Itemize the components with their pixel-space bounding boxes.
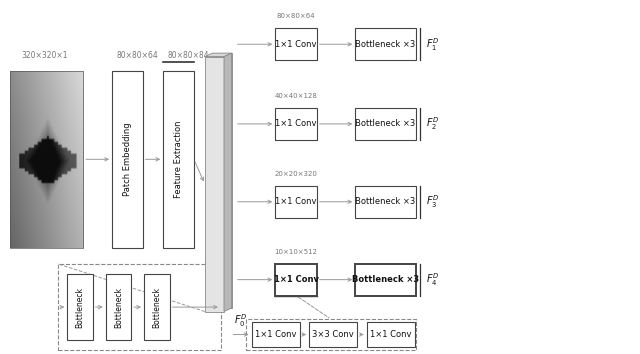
FancyBboxPatch shape [212, 53, 232, 308]
Text: 1×1 Conv: 1×1 Conv [255, 330, 296, 339]
FancyBboxPatch shape [163, 71, 194, 248]
Text: Bottleneck ×3: Bottleneck ×3 [355, 40, 416, 49]
FancyBboxPatch shape [355, 264, 416, 296]
FancyBboxPatch shape [275, 264, 317, 296]
FancyBboxPatch shape [67, 274, 93, 340]
Text: 80×80×64: 80×80×64 [276, 13, 316, 19]
Text: Bottleneck: Bottleneck [114, 287, 123, 327]
Text: 320×320×1: 320×320×1 [22, 51, 68, 60]
FancyBboxPatch shape [275, 28, 317, 60]
FancyBboxPatch shape [355, 186, 416, 218]
Text: Patch Embedding: Patch Embedding [123, 122, 132, 196]
Text: $F_2^{D}$: $F_2^{D}$ [426, 115, 439, 132]
Text: 80×80×84: 80×80×84 [168, 51, 210, 60]
Polygon shape [224, 53, 232, 312]
Polygon shape [205, 53, 232, 57]
FancyBboxPatch shape [275, 108, 317, 140]
Text: 1×1 Conv: 1×1 Conv [275, 119, 317, 129]
Text: 1×1 Conv: 1×1 Conv [275, 197, 317, 206]
Text: 20×20×320: 20×20×320 [275, 171, 317, 177]
FancyBboxPatch shape [355, 28, 416, 60]
Text: $F_1^{D}$: $F_1^{D}$ [426, 36, 439, 53]
FancyBboxPatch shape [144, 274, 170, 340]
Text: Bottleneck ×3: Bottleneck ×3 [355, 119, 416, 129]
FancyBboxPatch shape [275, 186, 317, 218]
Text: 40×40×128: 40×40×128 [275, 93, 317, 99]
Text: Bottleneck: Bottleneck [76, 287, 84, 327]
FancyBboxPatch shape [252, 322, 300, 347]
Text: 1×1 Conv: 1×1 Conv [370, 330, 412, 339]
Text: 10×10×512: 10×10×512 [275, 249, 317, 255]
FancyBboxPatch shape [205, 57, 224, 312]
Text: $F_4^{D}$: $F_4^{D}$ [426, 271, 439, 288]
Text: 3×3 Conv: 3×3 Conv [312, 330, 354, 339]
Text: 1×1 Conv: 1×1 Conv [273, 275, 319, 284]
Text: $F_0^{D}$: $F_0^{D}$ [234, 312, 248, 329]
Text: Bottleneck: Bottleneck [152, 287, 161, 327]
Text: Bottleneck ×3: Bottleneck ×3 [352, 275, 419, 284]
FancyBboxPatch shape [309, 322, 357, 347]
Text: 80×80×64: 80×80×64 [116, 51, 159, 60]
Text: 1×1 Conv: 1×1 Conv [275, 40, 317, 49]
FancyBboxPatch shape [112, 71, 143, 248]
FancyBboxPatch shape [367, 322, 415, 347]
FancyBboxPatch shape [355, 108, 416, 140]
Text: Bottleneck ×3: Bottleneck ×3 [355, 197, 416, 206]
FancyBboxPatch shape [106, 274, 131, 340]
Text: Feature Extraction: Feature Extraction [174, 121, 183, 198]
Text: $F_3^{D}$: $F_3^{D}$ [426, 193, 439, 210]
